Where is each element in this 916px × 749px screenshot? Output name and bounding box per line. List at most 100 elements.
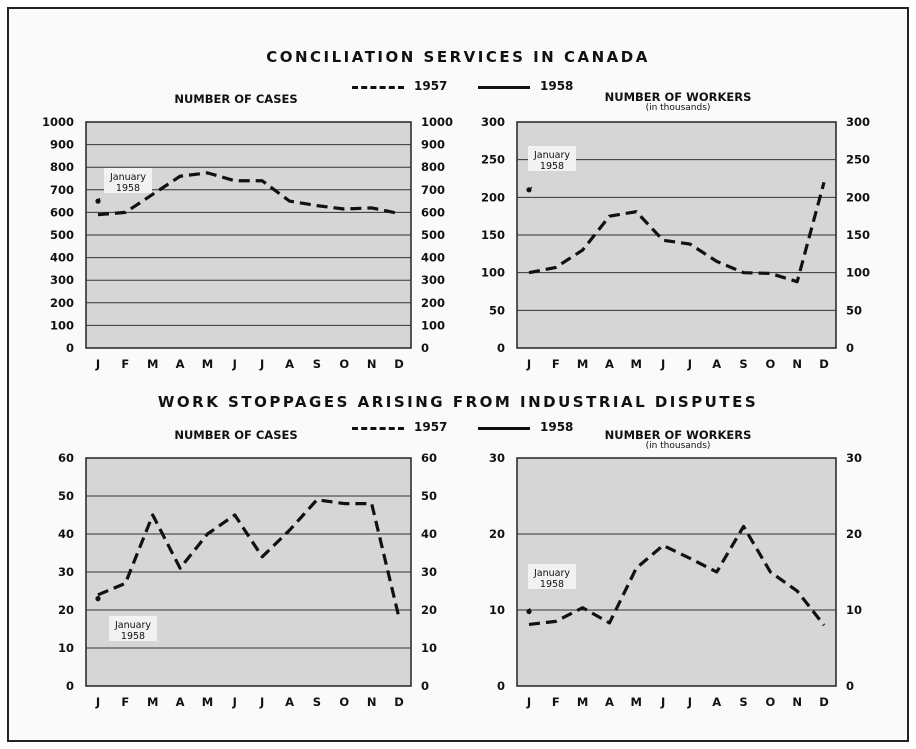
y-tick-label-right: 1000: [421, 115, 453, 129]
y-tick-label-right: 900: [421, 138, 445, 152]
y-tick-label-right: 600: [421, 205, 445, 219]
y-tick-label-right: 500: [421, 228, 445, 242]
y-tick-label-left: 200: [481, 190, 505, 204]
chart-2-title: NUMBER OF WORKERS (in thousands): [548, 90, 808, 113]
y-tick-label-left: 0: [66, 679, 74, 693]
x-tick-label: O: [339, 357, 349, 371]
legend-label-1957: 1957: [414, 79, 448, 93]
y-tick-label-left: 10: [489, 603, 505, 617]
x-tick-label: D: [819, 357, 829, 371]
annotation-text: 1958: [116, 183, 140, 194]
y-tick-label-left: 1000: [42, 115, 74, 129]
y-tick-label-right: 700: [421, 183, 445, 197]
x-tick-label: F: [552, 357, 560, 371]
y-tick-label-right: 30: [421, 565, 437, 579]
x-tick-label: N: [367, 695, 377, 709]
y-tick-label-right: 0: [846, 679, 854, 693]
chart-2: 0 0 50 50 100 100 150 150 200 200 250 250 300 300 J F M A…: [481, 115, 870, 371]
y-tick-label-left: 30: [58, 565, 74, 579]
y-tick-label-right: 20: [846, 527, 862, 541]
x-tick-label: A: [176, 357, 185, 371]
chart-1: 0 0 100 100 200 200 300 300 400 400 500 500 600 600 70…: [42, 115, 453, 371]
y-tick-label-left: 900: [50, 138, 74, 152]
x-tick-label: N: [792, 357, 802, 371]
legend-label-1958: 1958: [540, 420, 574, 434]
y-tick-label-left: 40: [58, 527, 74, 541]
y-tick-label-right: 0: [421, 341, 429, 355]
y-tick-label-right: 300: [421, 273, 445, 287]
y-tick-label-left: 50: [489, 303, 505, 317]
annotation-text: 1958: [540, 579, 564, 590]
y-tick-label-left: 600: [50, 205, 74, 219]
x-tick-label: J: [232, 357, 237, 371]
annotation-text: January: [533, 568, 570, 579]
x-tick-label: M: [631, 357, 642, 371]
y-tick-label-right: 200: [846, 190, 870, 204]
x-tick-label: J: [259, 357, 264, 371]
x-tick-label: M: [577, 695, 588, 709]
y-tick-label-right: 0: [421, 679, 429, 693]
y-tick-label-left: 300: [50, 273, 74, 287]
y-tick-label-left: 0: [497, 679, 505, 693]
y-tick-label-left: 300: [481, 115, 505, 129]
chart-title-text: NUMBER OF WORKERS: [604, 428, 752, 442]
y-tick-label-left: 400: [50, 251, 74, 265]
y-tick-label-left: 50: [58, 489, 74, 503]
y-tick-label-right: 0: [846, 341, 854, 355]
y-tick-label-left: 30: [489, 451, 505, 465]
annotation-text: January: [114, 620, 151, 631]
x-tick-label: M: [577, 357, 588, 371]
chart-subtitle: (in thousands): [645, 103, 711, 113]
x-tick-label: S: [739, 695, 747, 709]
y-tick-label-right: 60: [421, 451, 437, 465]
x-tick-label: J: [687, 357, 692, 371]
y-tick-label-right: 10: [421, 641, 437, 655]
x-tick-label: M: [147, 357, 158, 371]
legend-swatch-1957: [352, 86, 404, 89]
y-tick-label-left: 100: [50, 318, 74, 332]
x-tick-label: J: [526, 357, 531, 371]
series-line-1957: [97, 171, 400, 217]
legend-swatch-1958: [478, 427, 530, 430]
x-tick-label: O: [339, 695, 349, 709]
x-tick-label: M: [202, 695, 213, 709]
annotation-text: 1958: [540, 161, 564, 172]
y-tick-label-left: 250: [481, 153, 505, 167]
legend-label-1957: 1957: [414, 420, 448, 434]
annotation-text: January: [109, 172, 146, 183]
legend-swatch-1958: [478, 86, 530, 89]
x-tick-label: J: [95, 695, 100, 709]
y-tick-label-left: 60: [58, 451, 74, 465]
x-tick-label: N: [792, 695, 802, 709]
chart-3: 0 0 10 10 20 20 30 30 40 40 50 50 60 60 J F M A M J J A S O N D Ja…: [58, 451, 437, 709]
y-tick-label-right: 300: [846, 115, 870, 129]
series-line-1957: [528, 181, 826, 284]
x-tick-label: J: [660, 357, 665, 371]
x-tick-label: S: [313, 357, 321, 371]
x-tick-label: D: [394, 695, 404, 709]
x-tick-label: J: [526, 695, 531, 709]
x-tick-label: J: [232, 695, 237, 709]
y-tick-label-left: 0: [497, 341, 505, 355]
x-tick-label: O: [765, 695, 775, 709]
series-line-1957: [97, 498, 401, 618]
x-tick-label: F: [552, 695, 560, 709]
x-tick-label: A: [176, 695, 185, 709]
y-tick-label-right: 100: [421, 318, 445, 332]
y-tick-label-right: 10: [846, 603, 862, 617]
y-tick-label-left: 150: [481, 228, 505, 242]
y-tick-label-right: 150: [846, 228, 870, 242]
y-tick-label-right: 40: [421, 527, 437, 541]
chart-1-title: NUMBER OF CASES: [106, 92, 366, 106]
y-tick-label-right: 100: [846, 266, 870, 280]
x-tick-label: A: [712, 357, 721, 371]
legend-label-1958: 1958: [540, 79, 574, 93]
x-tick-label: J: [660, 695, 665, 709]
chart-title-text: NUMBER OF CASES: [174, 428, 298, 442]
y-tick-label-right: 800: [421, 160, 445, 174]
y-tick-label-left: 700: [50, 183, 74, 197]
